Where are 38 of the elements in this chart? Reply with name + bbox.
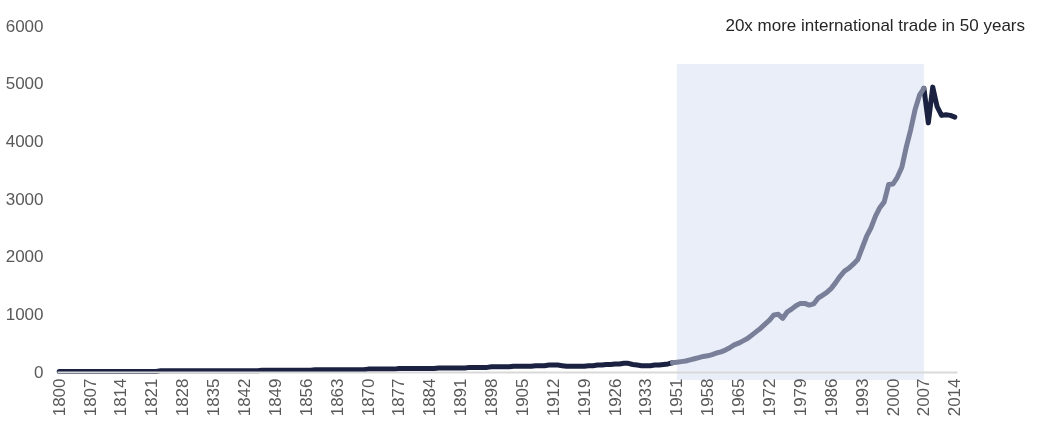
x-tick-label: 1933	[636, 378, 656, 417]
x-tick-label: 1993	[852, 378, 872, 417]
x-tick-label: 1905	[512, 378, 532, 417]
x-tick-label: 1842	[235, 378, 254, 417]
x-tick-label: 1979	[790, 378, 810, 417]
x-tick-label: 1972	[760, 378, 779, 417]
x-tick-label: 1884	[420, 378, 440, 417]
x-tick-label: 1951	[667, 378, 687, 417]
x-tick-label: 1965	[729, 378, 749, 417]
chart-title: 20x more international trade in 50 years	[725, 16, 1025, 35]
y-tick-label: 2000	[5, 247, 44, 267]
x-tick-label: 1814	[111, 378, 131, 417]
x-tick-label: 1877	[389, 378, 409, 417]
y-tick-label: 4000	[5, 131, 44, 151]
x-tick-label: 2000	[883, 378, 903, 417]
x-tick-label: 1856	[296, 378, 316, 417]
x-tick-label: 1828	[173, 378, 193, 417]
x-tick-label: 1807	[80, 378, 100, 417]
x-tick-label: 1835	[204, 378, 224, 417]
x-tick-label: 1800	[49, 378, 69, 417]
y-tick-label: 3000	[5, 189, 44, 209]
x-tick-label: 1870	[358, 378, 378, 417]
x-tick-label: 2014	[945, 378, 965, 417]
x-tick-label: 1898	[482, 378, 502, 417]
x-tick-label: 1926	[605, 378, 625, 417]
y-tick-label: 5000	[5, 74, 44, 94]
x-tick-label: 1912	[543, 378, 563, 417]
y-tick-label: 1000	[5, 304, 44, 324]
x-tick-label: 1891	[451, 378, 471, 417]
y-tick-label: 6000	[5, 16, 44, 36]
x-tick-label: 2007	[914, 378, 934, 417]
x-tick-label: 1986	[821, 378, 841, 417]
x-tick-label: 1821	[142, 378, 162, 417]
y-tick-label: 0	[34, 362, 44, 382]
x-tick-label: 1849	[265, 378, 285, 417]
x-tick-label: 1863	[327, 378, 347, 417]
x-tick-label: 1919	[574, 378, 594, 417]
x-tick-label: 1958	[698, 378, 718, 417]
